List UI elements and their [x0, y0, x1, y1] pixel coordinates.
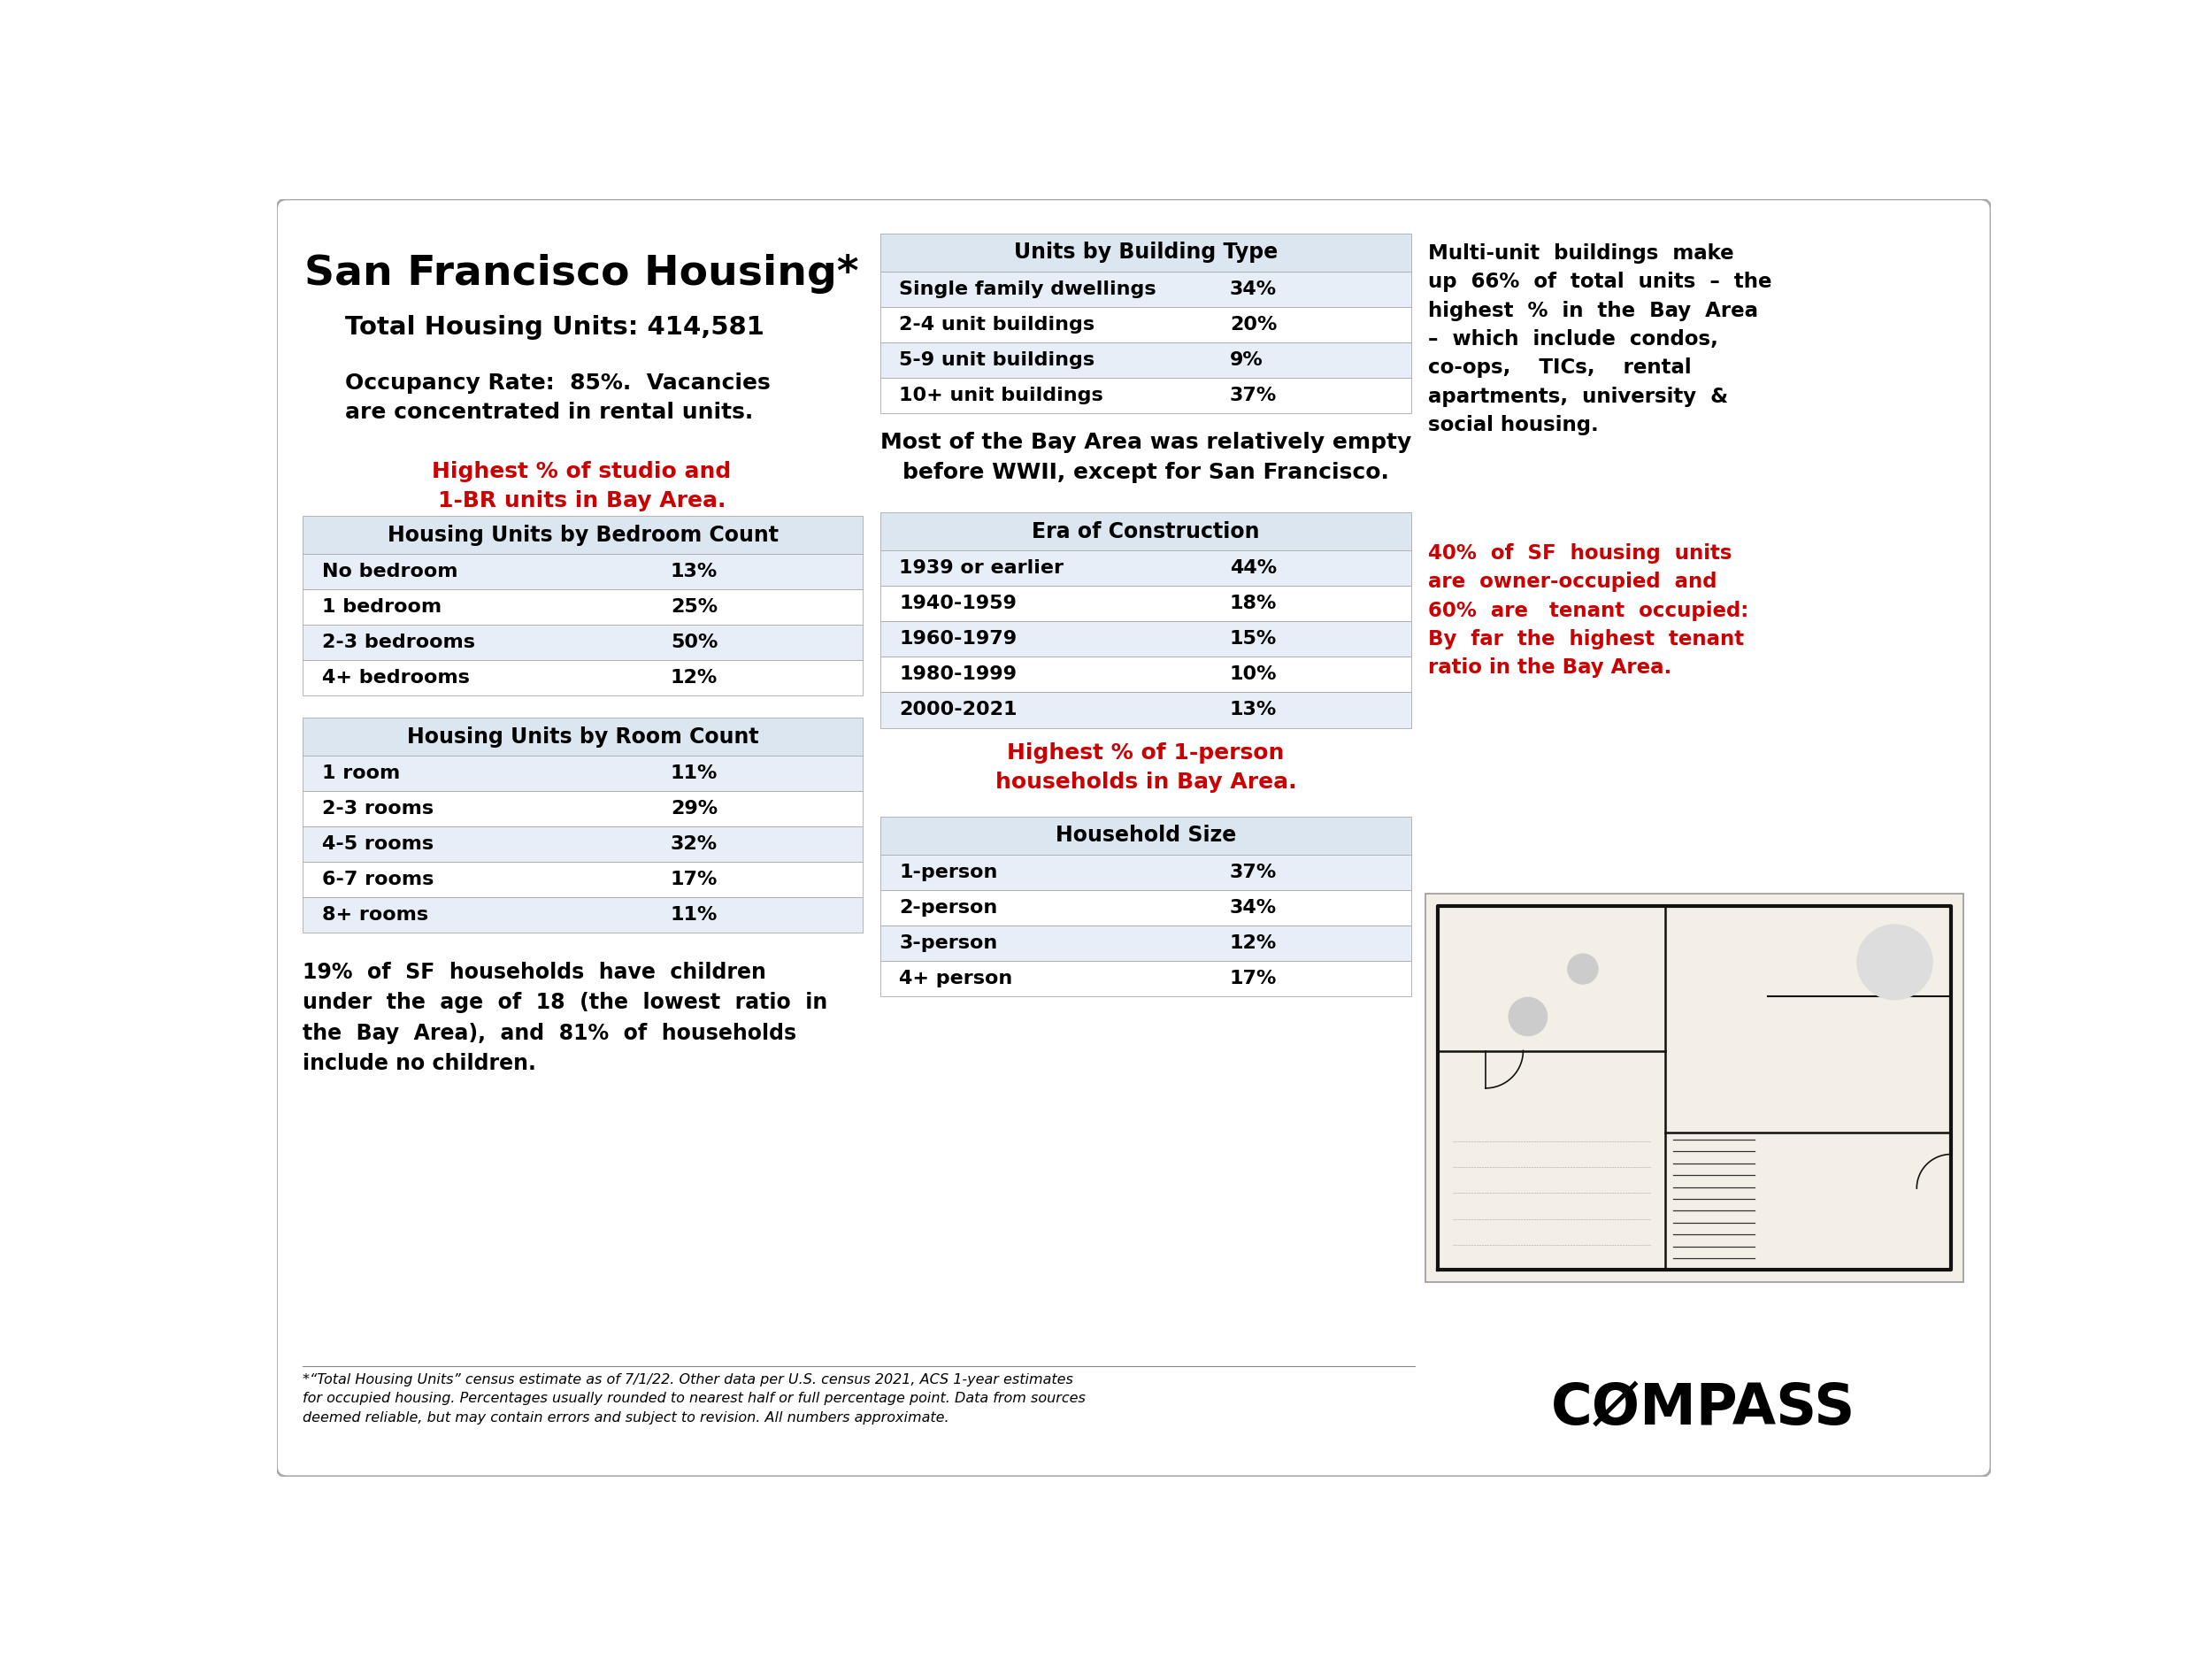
FancyBboxPatch shape [303, 863, 863, 898]
FancyBboxPatch shape [276, 199, 1991, 1477]
Text: San Francisco Housing*: San Francisco Housing* [305, 254, 858, 294]
Text: Housing Units by Room Count: Housing Units by Room Count [407, 727, 759, 747]
Text: 37%: 37% [1230, 863, 1276, 881]
FancyBboxPatch shape [303, 718, 863, 757]
FancyBboxPatch shape [880, 926, 1411, 961]
Text: 19%  of  SF  households  have  children
under  the  age  of  18  (the  lowest  r: 19% of SF households have children under… [303, 962, 827, 1073]
FancyBboxPatch shape [303, 516, 863, 554]
FancyBboxPatch shape [303, 791, 863, 826]
Text: Total Housing Units: 414,581: Total Housing Units: 414,581 [345, 315, 765, 340]
Text: 13%: 13% [1230, 702, 1276, 718]
Text: 15%: 15% [1230, 630, 1276, 649]
Text: 10%: 10% [1230, 665, 1276, 684]
Text: 1939 or earlier: 1939 or earlier [898, 559, 1064, 577]
Text: 1960-1979: 1960-1979 [898, 630, 1018, 649]
FancyBboxPatch shape [303, 660, 863, 695]
Text: 10+ unit buildings: 10+ unit buildings [898, 387, 1104, 405]
Text: Housing Units by Bedroom Count: Housing Units by Bedroom Count [387, 524, 779, 546]
Text: 11%: 11% [670, 906, 719, 924]
Text: 2000-2021: 2000-2021 [898, 702, 1018, 718]
Circle shape [1509, 997, 1546, 1035]
Text: 1980-1999: 1980-1999 [898, 665, 1018, 684]
Text: 4+ person: 4+ person [898, 969, 1013, 987]
FancyBboxPatch shape [880, 622, 1411, 657]
Text: 34%: 34% [1230, 280, 1276, 299]
Text: Units by Building Type: Units by Building Type [1013, 242, 1279, 262]
Text: 29%: 29% [670, 800, 717, 818]
FancyBboxPatch shape [880, 307, 1411, 342]
FancyBboxPatch shape [303, 898, 863, 932]
FancyBboxPatch shape [880, 551, 1411, 586]
Text: 13%: 13% [670, 562, 717, 581]
Text: 2-3 rooms: 2-3 rooms [321, 800, 434, 818]
FancyBboxPatch shape [880, 657, 1411, 692]
FancyBboxPatch shape [303, 757, 863, 791]
Text: 2-3 bedrooms: 2-3 bedrooms [321, 634, 476, 652]
Text: 4-5 rooms: 4-5 rooms [321, 836, 434, 853]
Text: Single family dwellings: Single family dwellings [898, 280, 1157, 299]
Text: 32%: 32% [670, 836, 717, 853]
FancyBboxPatch shape [1425, 894, 1964, 1282]
Text: 1 bedroom: 1 bedroom [321, 599, 442, 615]
Text: 2-4 unit buildings: 2-4 unit buildings [898, 315, 1095, 333]
Text: 2-person: 2-person [898, 899, 998, 916]
Text: 17%: 17% [1230, 969, 1276, 987]
FancyBboxPatch shape [880, 889, 1411, 926]
Text: 5-9 unit buildings: 5-9 unit buildings [898, 352, 1095, 368]
Text: 18%: 18% [1230, 596, 1276, 612]
FancyBboxPatch shape [880, 272, 1411, 307]
Text: Multi-unit  buildings  make
up  66%  of  total  units  –  the
highest  %  in  th: Multi-unit buildings make up 66% of tota… [1429, 244, 1772, 436]
Text: 12%: 12% [670, 669, 717, 687]
Text: Era of Construction: Era of Construction [1031, 521, 1259, 542]
Circle shape [1858, 924, 1933, 1000]
Text: 4+ bedrooms: 4+ bedrooms [321, 669, 469, 687]
Text: 20%: 20% [1230, 315, 1276, 333]
Text: Most of the Bay Area was relatively empty
before WWII, except for San Francisco.: Most of the Bay Area was relatively empt… [880, 431, 1411, 483]
Text: 1940-1959: 1940-1959 [898, 596, 1018, 612]
FancyBboxPatch shape [303, 826, 863, 863]
Text: CØMPASS: CØMPASS [1551, 1382, 1856, 1437]
Circle shape [1568, 954, 1597, 984]
Text: 11%: 11% [670, 765, 719, 783]
FancyBboxPatch shape [303, 554, 863, 589]
FancyBboxPatch shape [303, 625, 863, 660]
FancyBboxPatch shape [880, 816, 1411, 854]
Text: Highest % of 1-person
households in Bay Area.: Highest % of 1-person households in Bay … [995, 743, 1296, 793]
FancyBboxPatch shape [880, 961, 1411, 995]
Text: *“Total Housing Units” census estimate as of 7/1/22. Other data per U.S. census : *“Total Housing Units” census estimate a… [303, 1374, 1086, 1425]
Text: 12%: 12% [1230, 934, 1276, 952]
Text: Highest % of studio and
1-BR units in Bay Area.: Highest % of studio and 1-BR units in Ba… [431, 461, 732, 511]
Text: No bedroom: No bedroom [321, 562, 458, 581]
Text: 9%: 9% [1230, 352, 1263, 368]
FancyBboxPatch shape [880, 692, 1411, 728]
Text: 3-person: 3-person [898, 934, 998, 952]
FancyBboxPatch shape [880, 342, 1411, 378]
Text: 1 room: 1 room [321, 765, 400, 783]
Text: 34%: 34% [1230, 899, 1276, 916]
Text: Household Size: Household Size [1055, 825, 1237, 846]
FancyBboxPatch shape [880, 378, 1411, 413]
Text: 44%: 44% [1230, 559, 1276, 577]
Text: 50%: 50% [670, 634, 719, 652]
Text: Occupancy Rate:  85%.  Vacancies
are concentrated in rental units.: Occupancy Rate: 85%. Vacancies are conce… [345, 373, 770, 423]
Text: 6-7 rooms: 6-7 rooms [321, 871, 434, 889]
FancyBboxPatch shape [303, 589, 863, 625]
FancyBboxPatch shape [880, 854, 1411, 889]
FancyBboxPatch shape [880, 234, 1411, 272]
Text: 8+ rooms: 8+ rooms [321, 906, 429, 924]
Text: 37%: 37% [1230, 387, 1276, 405]
Text: 25%: 25% [670, 599, 717, 615]
FancyBboxPatch shape [880, 586, 1411, 622]
Text: 1-person: 1-person [898, 863, 998, 881]
Text: 17%: 17% [670, 871, 719, 889]
Text: 40%  of  SF  housing  units
are  owner-occupied  and
60%  are   tenant  occupied: 40% of SF housing units are owner-occupi… [1429, 542, 1750, 679]
FancyBboxPatch shape [880, 513, 1411, 551]
